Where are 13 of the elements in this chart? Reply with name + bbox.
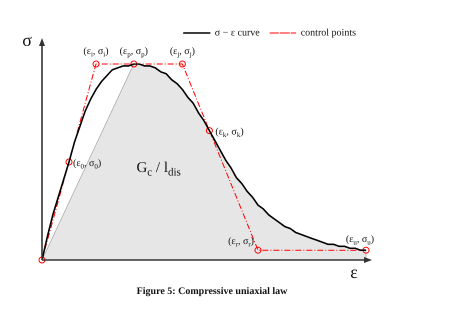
caption: Figure 5: Compressive uniaxial law [136, 286, 288, 297]
point [206, 127, 213, 134]
point [362, 246, 370, 254]
point [130, 60, 138, 68]
legend-label: control points [300, 28, 356, 39]
point [66, 158, 72, 166]
point [254, 246, 262, 254]
x-axis-title: ε [350, 262, 358, 282]
point [92, 60, 100, 68]
y-axis-title: σ [22, 30, 32, 50]
point [38, 256, 46, 264]
legend-label: σ − ε curve [214, 28, 260, 39]
point [178, 60, 186, 68]
